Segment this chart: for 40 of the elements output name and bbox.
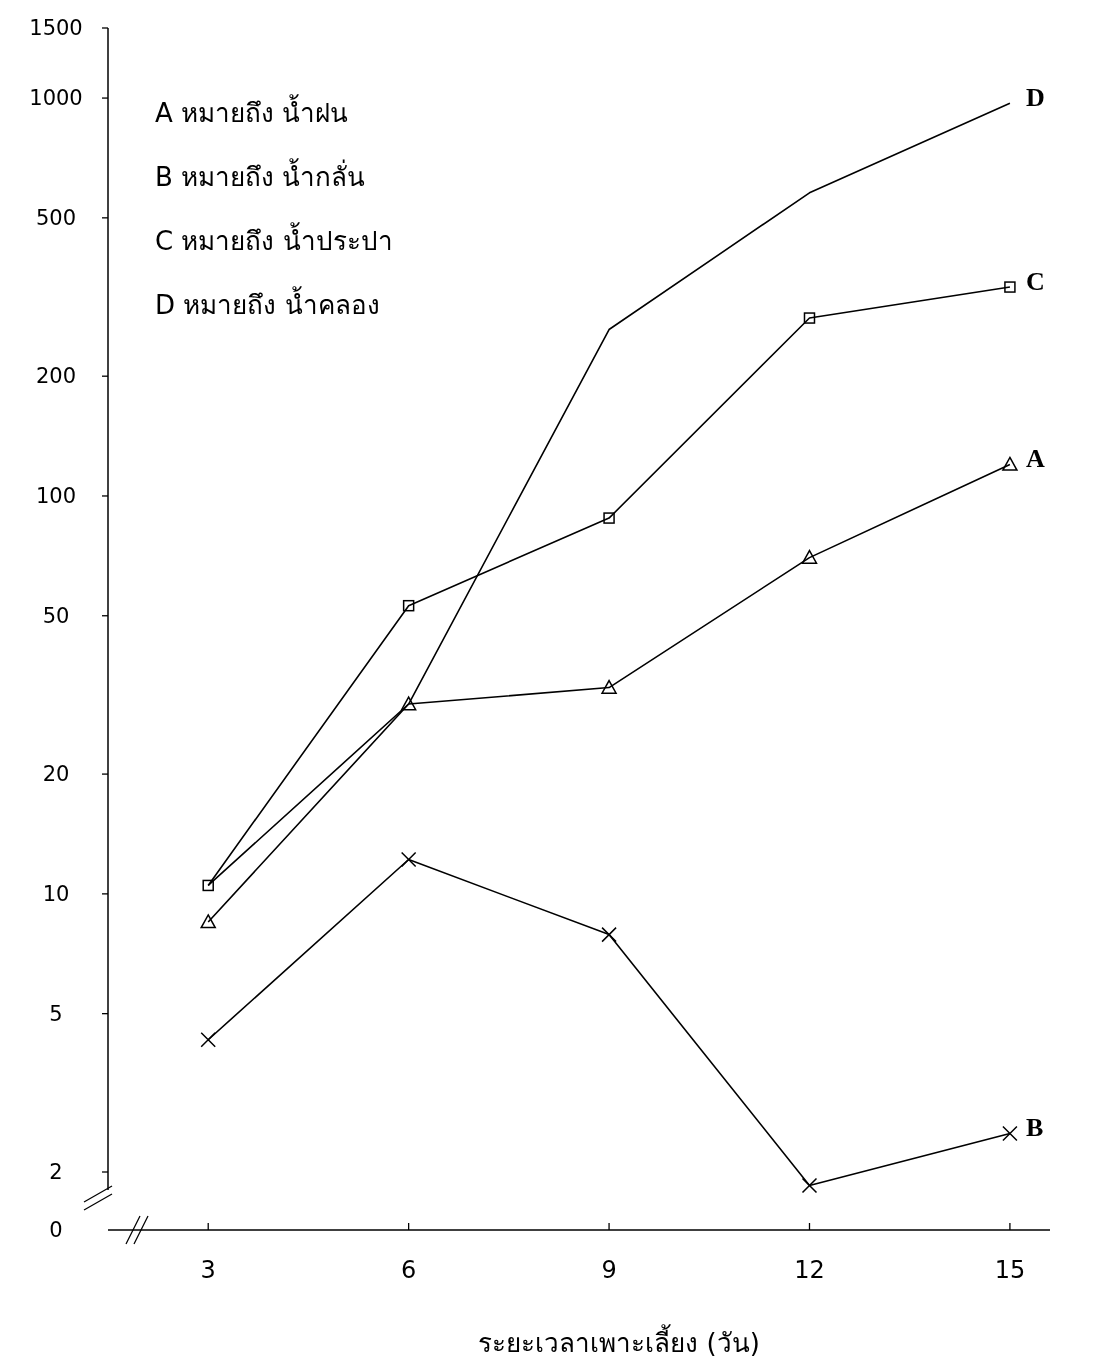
- x-tick-label: 15: [994, 1256, 1026, 1284]
- y-tick-label: 20: [42, 762, 70, 787]
- point: [603, 512, 615, 524]
- y-tick-label: 200: [35, 364, 77, 389]
- y-tick-label: 1500: [29, 16, 83, 40]
- series-label: B: [1025, 1113, 1044, 1143]
- annotation: B หมายถึง น้ำกลั่น: [155, 158, 366, 192]
- point: [803, 312, 816, 324]
- point: [801, 1177, 818, 1194]
- series-label: A: [1025, 444, 1045, 474]
- point: [402, 599, 415, 612]
- x-tick-label: 12: [794, 1256, 825, 1284]
- point: [601, 926, 617, 943]
- point: [200, 1031, 216, 1048]
- y-tick-label: 100: [35, 483, 77, 508]
- y-tick-label: 1000: [29, 86, 83, 111]
- y-tick-label: 500: [35, 205, 77, 230]
- x-tick-label: 6: [401, 1256, 417, 1284]
- y-tick-label: 10: [42, 881, 70, 906]
- point: [1002, 456, 1018, 471]
- point: [1004, 281, 1016, 293]
- point: [202, 879, 214, 892]
- annotation: D หมายถึง น้ำคลอง: [155, 286, 380, 320]
- point: [200, 914, 216, 929]
- y-tick-label: 50: [42, 603, 70, 628]
- y-tick-label: 0: [49, 1218, 63, 1242]
- x-tick-label: 9: [601, 1256, 617, 1284]
- y-tick-label: 2: [49, 1160, 63, 1184]
- point: [400, 851, 417, 868]
- x-axis-title: ระยะเวลาเพาะเลี้ยง (วัน): [478, 1324, 760, 1358]
- annotation: A หมายถึง น้ำฝน: [155, 94, 349, 128]
- point: [400, 696, 417, 711]
- point: [1002, 1125, 1018, 1142]
- x-tick-label: 3: [200, 1256, 216, 1284]
- point: [801, 549, 818, 564]
- annotation: C หมายถึง น้ำประปา: [155, 222, 393, 256]
- series-label: C: [1025, 267, 1045, 297]
- series-label: D: [1025, 83, 1045, 113]
- point: [601, 679, 617, 694]
- y-tick-label: 5: [49, 1001, 63, 1026]
